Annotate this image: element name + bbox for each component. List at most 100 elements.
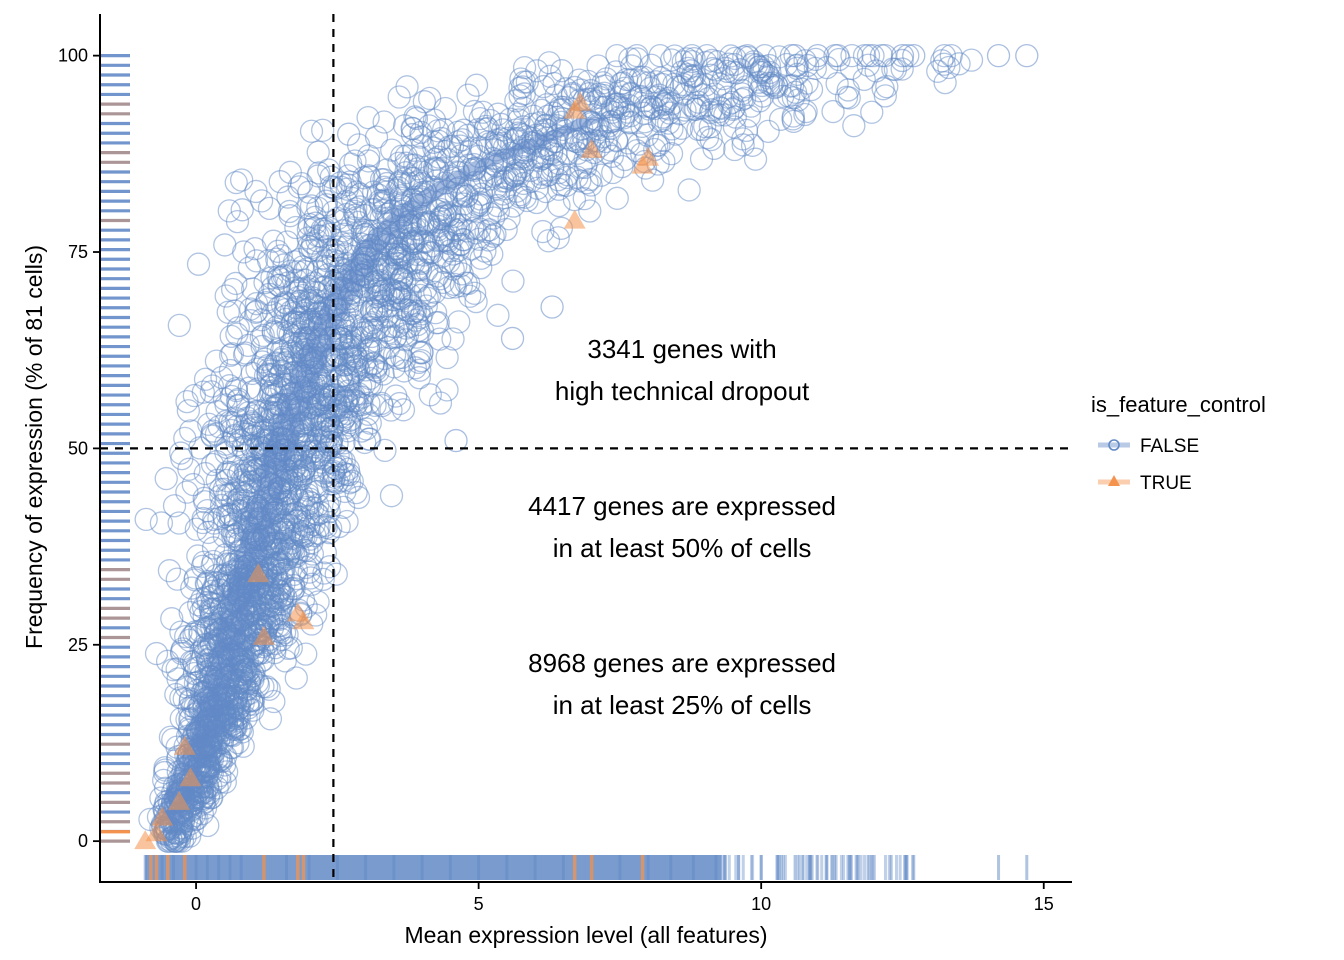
point-false [284, 517, 309, 542]
point-false [619, 110, 643, 134]
point-false [768, 107, 793, 131]
point-false [238, 308, 263, 333]
point-false [409, 125, 433, 149]
point-false [149, 511, 174, 535]
point-false [318, 489, 342, 513]
point-false [244, 179, 268, 204]
point-false [269, 244, 293, 268]
point-false [256, 248, 281, 273]
point-true [168, 790, 191, 810]
y-tick-label: 25 [68, 635, 88, 655]
x-tick-label: 5 [474, 894, 484, 914]
point-false [926, 59, 950, 83]
y-rug [100, 54, 130, 843]
point-false [175, 480, 199, 504]
point-false [734, 118, 759, 143]
point-false [394, 328, 418, 352]
point-false [299, 566, 323, 590]
point-false [257, 196, 282, 221]
point-false [388, 242, 412, 267]
point-false [197, 412, 221, 436]
point-false [337, 122, 361, 146]
point-false [486, 303, 510, 327]
point-false [443, 275, 467, 299]
point-false [418, 383, 442, 407]
point-false [134, 507, 158, 532]
annotation-text: 3341 genes with [587, 334, 776, 364]
point-false [795, 53, 820, 78]
point-false [195, 572, 219, 597]
point-false [349, 396, 373, 421]
point-false [407, 366, 431, 390]
point-false [409, 251, 434, 275]
point-false [291, 459, 316, 483]
point-false [669, 116, 694, 140]
point-false [441, 327, 465, 351]
point-false [449, 213, 473, 237]
point-false [652, 92, 676, 117]
point-false [259, 372, 284, 397]
point-false [373, 438, 397, 463]
point-false [890, 43, 915, 68]
legend-entry-true: TRUE [1098, 473, 1192, 494]
point-false [253, 364, 278, 388]
point-false [836, 78, 860, 102]
point-false [403, 153, 427, 177]
point-false [200, 424, 225, 448]
point-false [254, 291, 278, 315]
point-false [376, 303, 400, 327]
point-false [220, 342, 245, 366]
point-false [674, 47, 699, 71]
point-false [265, 247, 289, 271]
point-false [208, 477, 233, 502]
point-false [227, 696, 252, 720]
point-false [167, 313, 191, 338]
point-false [192, 605, 216, 629]
point-false [706, 49, 730, 74]
point-false [930, 49, 954, 73]
point-false [656, 111, 681, 135]
point-false [823, 43, 847, 68]
point-false [221, 455, 246, 479]
point-false [304, 474, 328, 499]
point-false [239, 410, 264, 434]
point-false [214, 468, 239, 493]
point-false [196, 813, 220, 838]
point-false [331, 495, 356, 519]
point-false [325, 431, 349, 456]
point-false [508, 182, 532, 207]
point-false [273, 290, 297, 314]
legend-entry-false: FALSE [1098, 436, 1199, 457]
point-false [671, 50, 695, 74]
point-false [577, 82, 601, 106]
point-false [512, 82, 536, 106]
point-false [176, 399, 201, 423]
point-false [890, 57, 914, 81]
point-false [166, 667, 190, 691]
point-false [219, 343, 243, 367]
point-false [182, 383, 207, 408]
point-false [220, 490, 245, 515]
point-false [428, 391, 453, 415]
point-false [409, 120, 433, 145]
point-false [296, 505, 321, 529]
point-false [408, 283, 433, 308]
point-false [777, 84, 801, 108]
point-false [469, 255, 493, 280]
y-tick-label: 50 [68, 438, 88, 458]
point-true [179, 767, 202, 787]
point-false [219, 503, 243, 527]
point-false [756, 119, 780, 143]
point-false [495, 166, 520, 190]
point-false [395, 75, 419, 99]
point-false [297, 515, 321, 539]
point-false [279, 503, 303, 527]
point-false [500, 326, 525, 351]
point-false [783, 80, 808, 104]
point-false [273, 536, 297, 561]
point-false [806, 43, 830, 68]
point-false [307, 161, 331, 185]
point-false [407, 145, 431, 169]
point-false [188, 623, 212, 647]
point-false [389, 261, 414, 285]
